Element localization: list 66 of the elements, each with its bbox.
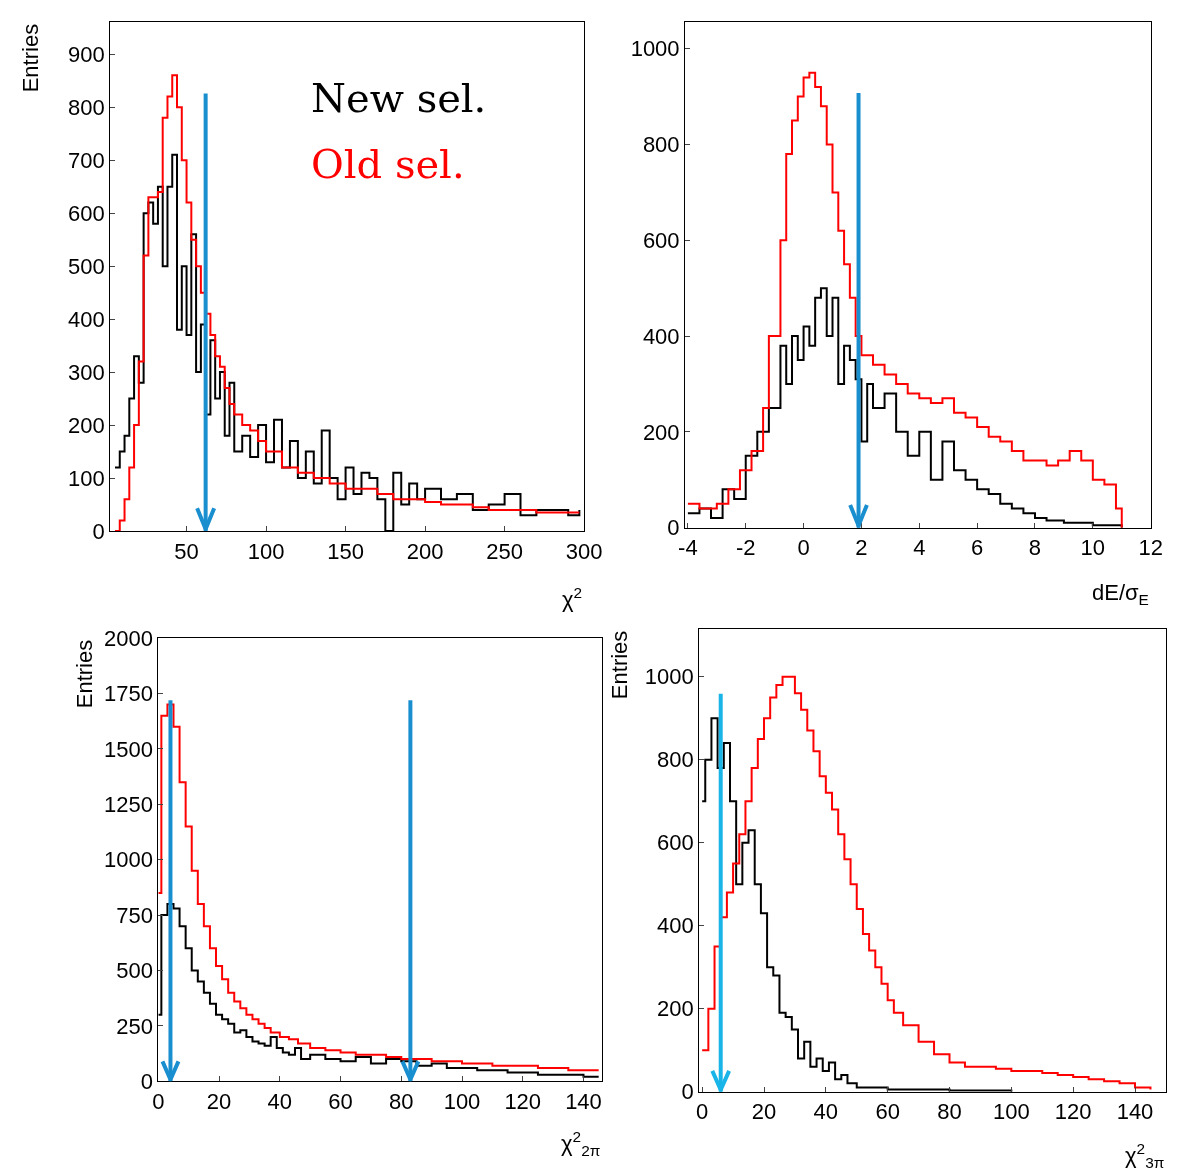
x-tick-label: 0	[797, 535, 810, 561]
y-tick-label: 600	[68, 200, 105, 226]
y-tick-label: 800	[642, 132, 680, 158]
x-tick-label: 40	[813, 1099, 839, 1125]
y-tick-label: 250	[116, 1013, 153, 1039]
y-tick-label: 2000	[103, 625, 153, 651]
y-tick-label: 1000	[644, 664, 694, 690]
y-tick-label: 200	[656, 996, 694, 1022]
y-tick-label: 100	[68, 465, 105, 491]
y-tick-label: 1000	[103, 847, 153, 873]
x-tick-label: 2	[855, 535, 868, 561]
text: Old sel.	[311, 141, 465, 187]
y-tick-label: 200	[68, 412, 105, 438]
x-tick-label: 140	[1116, 1099, 1154, 1125]
y-tick-label: 300	[68, 359, 105, 385]
y-tick-label: 400	[656, 913, 694, 939]
y-tick-label: 200	[642, 419, 680, 445]
y-axis-title: Entries	[17, 23, 43, 93]
x-tick-label: 100	[443, 1088, 481, 1114]
y-axis-title: Entries	[607, 630, 633, 700]
x-tick-label: 4	[913, 535, 926, 561]
x-tick-label: 150	[327, 538, 364, 564]
x-tick-label: 250	[486, 538, 523, 564]
x-tick-label: 120	[1054, 1099, 1092, 1125]
x-tick-label: 200	[406, 538, 444, 564]
x-tick-label: 8	[1028, 535, 1042, 561]
x-tick-label: 60	[328, 1088, 353, 1114]
x-tick-label: 100	[247, 538, 285, 564]
x-tick-label: 120	[504, 1088, 542, 1114]
y-tick-label: 500	[68, 253, 105, 279]
y-tick-label: 600	[642, 227, 680, 253]
x-tick-label: -4	[678, 535, 698, 561]
y-tick-label: 800	[68, 94, 105, 120]
x-tick-label: 300	[565, 538, 603, 564]
y-tick-label: 1500	[103, 736, 153, 762]
y-tick-label: 1000	[630, 36, 680, 62]
y-axis-title: Entries	[71, 639, 97, 709]
x-tick-label: 12	[1138, 535, 1163, 561]
x-tick-label: 140	[565, 1088, 602, 1114]
x-tick-label: 20	[751, 1099, 777, 1125]
y-tick-label: 400	[642, 323, 680, 349]
x-tick-label: 100	[992, 1099, 1030, 1125]
y-tick-label: 600	[656, 830, 694, 856]
y-tick-label: 900	[68, 41, 105, 67]
y-tick-label: 0	[667, 515, 680, 541]
x-axis-title: χ$^{2}$	[562, 584, 583, 613]
x-tick-label: 10	[1080, 535, 1106, 561]
y-tick-label: 400	[68, 306, 105, 332]
x-tick-label: 80	[937, 1099, 962, 1125]
y-tick-label: 700	[68, 147, 105, 173]
y-tick-label: 1750	[103, 681, 153, 707]
y-tick-label: 0	[140, 1068, 153, 1094]
x-tick-label: -2	[735, 535, 756, 561]
x-tick-label: 20	[206, 1088, 232, 1114]
text: New sel.	[311, 75, 487, 121]
y-tick-label: 800	[656, 747, 694, 773]
x-tick-label: 50	[174, 538, 199, 564]
x-axis-title: dE/σ$_{E}$	[1092, 580, 1149, 608]
x-tick-label: 60	[875, 1099, 900, 1125]
y-tick-label: 0	[92, 518, 105, 544]
y-tick-label: 750	[116, 902, 153, 928]
x-tick-label: 80	[389, 1088, 414, 1114]
x-tick-label: 6	[971, 535, 984, 561]
y-tick-label: 500	[116, 958, 153, 984]
y-tick-label: 1250	[103, 792, 153, 818]
x-tick-label: 40	[267, 1088, 293, 1114]
